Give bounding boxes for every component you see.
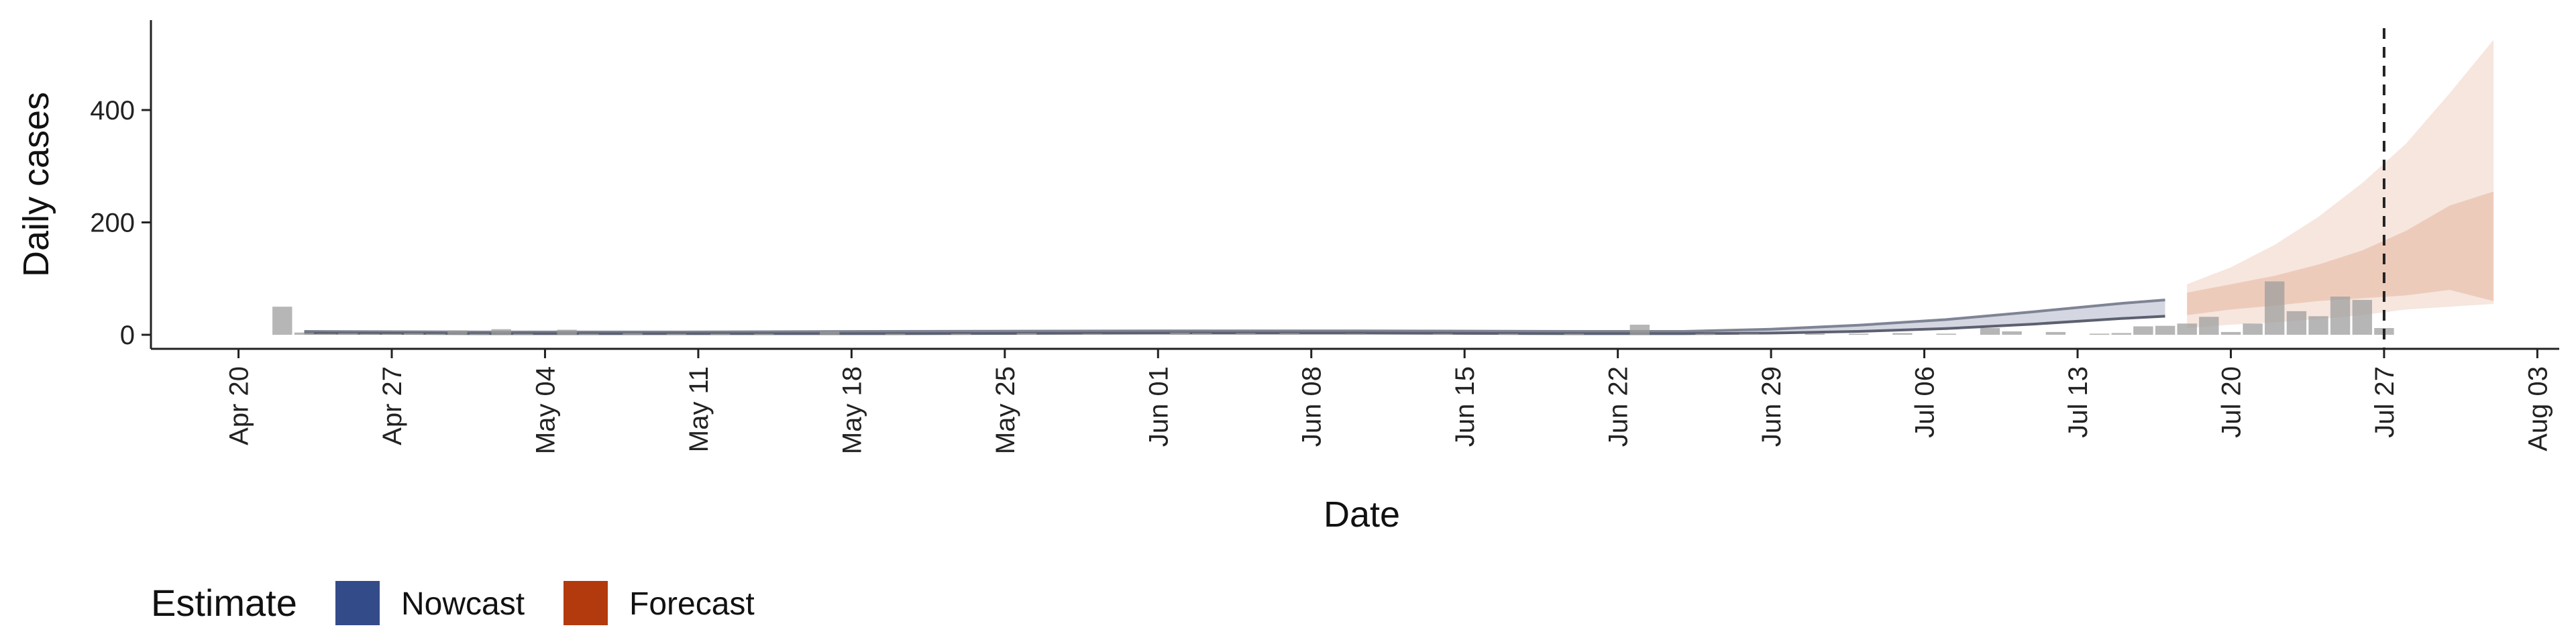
legend-label-nowcast: Nowcast — [401, 586, 525, 622]
case-bar — [338, 333, 358, 335]
case-bar — [1892, 333, 1913, 335]
case-bar — [382, 333, 402, 335]
case-bar — [2199, 317, 2219, 335]
case-bar — [1082, 333, 1103, 335]
case-bar — [1980, 328, 2000, 335]
x-tick-label: Apr 27 — [378, 366, 407, 445]
case-bar — [425, 333, 445, 335]
case-bar — [1848, 333, 1869, 335]
forecast-bands — [2187, 40, 2494, 329]
case-bar — [316, 333, 336, 335]
case-bar — [2155, 325, 2176, 335]
case-bar — [2045, 331, 2066, 335]
y-tick-label: 0 — [120, 321, 135, 350]
x-ticks: Apr 20 Apr 27 May 04 May 11 May 18 May 25 Jun … — [225, 349, 2553, 454]
case-bar — [1629, 325, 1650, 335]
case-bar — [2243, 323, 2263, 335]
case-bar — [951, 333, 971, 335]
x-tick-label: Jul 27 — [2370, 366, 2400, 438]
case-bar — [2308, 316, 2328, 335]
legend-label-forecast: Forecast — [629, 586, 755, 622]
case-bar — [272, 307, 292, 335]
case-bar — [294, 332, 315, 335]
case-bar — [404, 333, 424, 335]
nowcast-band — [304, 300, 2165, 334]
case-bar — [1805, 333, 1825, 335]
axes — [150, 20, 2559, 350]
case-bar — [885, 333, 906, 335]
legend-swatch-forecast — [564, 581, 608, 625]
case-bar — [2002, 331, 2022, 335]
x-tick-label: Apr 20 — [225, 366, 254, 445]
case-bar — [1191, 333, 1212, 335]
case-bar — [2089, 333, 2110, 335]
y-tick-label: 400 — [90, 96, 135, 125]
x-tick-label: Jun 01 — [1144, 366, 1173, 447]
case-bar — [754, 333, 774, 335]
case-bar — [2177, 323, 2197, 335]
case-bar — [1345, 333, 1365, 335]
x-tick-label: Jun 08 — [1297, 366, 1327, 447]
case-bar — [2330, 297, 2351, 335]
case-bar — [447, 330, 468, 335]
forecast-band-50 — [2187, 191, 2494, 315]
x-tick-label: Jul 06 — [1911, 366, 1940, 438]
x-tick-label: Jun 22 — [1604, 366, 1633, 447]
case-bar — [623, 333, 643, 335]
case-bar — [579, 333, 599, 335]
x-tick-label: May 18 — [837, 366, 867, 454]
case-bar — [360, 333, 380, 335]
case-bar — [1695, 333, 1715, 335]
x-tick-label: Jun 29 — [1757, 366, 1786, 447]
legend-swatch-nowcast — [335, 581, 380, 625]
case-bar — [557, 329, 577, 335]
case-bar — [820, 331, 840, 335]
case-bar — [1279, 333, 1299, 335]
case-bar — [1236, 333, 1256, 335]
case-bar — [666, 333, 686, 335]
case-bar — [491, 329, 511, 335]
case-bar — [513, 333, 533, 335]
case-bar — [2111, 333, 2131, 335]
case-bar — [469, 333, 490, 335]
x-tick-label: Aug 03 — [2523, 366, 2553, 451]
x-tick-label: May 25 — [991, 366, 1020, 454]
case-bar — [1498, 333, 1519, 335]
case-bar — [1170, 332, 1190, 335]
x-tick-label: Jul 20 — [2216, 366, 2246, 438]
case-bar — [2133, 326, 2153, 335]
case-bar — [1739, 333, 1760, 335]
case-bar — [2265, 281, 2285, 335]
x-tick-label: May 11 — [684, 366, 714, 452]
case-bar — [2220, 331, 2241, 335]
y-ticks: 0 200 400 — [90, 96, 151, 350]
legend: Estimate Nowcast Forecast — [151, 581, 755, 625]
case-bar — [710, 333, 731, 335]
nowcast-bands — [304, 299, 2165, 335]
x-axis-title: Date — [1324, 494, 1400, 535]
y-axis-title: Daily cases — [16, 92, 56, 277]
x-tick-label: Jul 13 — [2063, 366, 2093, 438]
case-bar — [2352, 300, 2372, 335]
legend-title: Estimate — [151, 582, 297, 624]
x-tick-label: May 04 — [531, 366, 560, 454]
case-bar — [2286, 311, 2307, 335]
case-bar — [1432, 333, 1453, 335]
x-tick-label: Jun 15 — [1450, 366, 1480, 447]
case-bar — [1016, 333, 1037, 335]
y-tick-label: 200 — [90, 209, 135, 238]
case-bar — [1564, 333, 1585, 335]
nowcast-upper-line — [304, 299, 2165, 333]
case-bar — [1936, 333, 1956, 335]
